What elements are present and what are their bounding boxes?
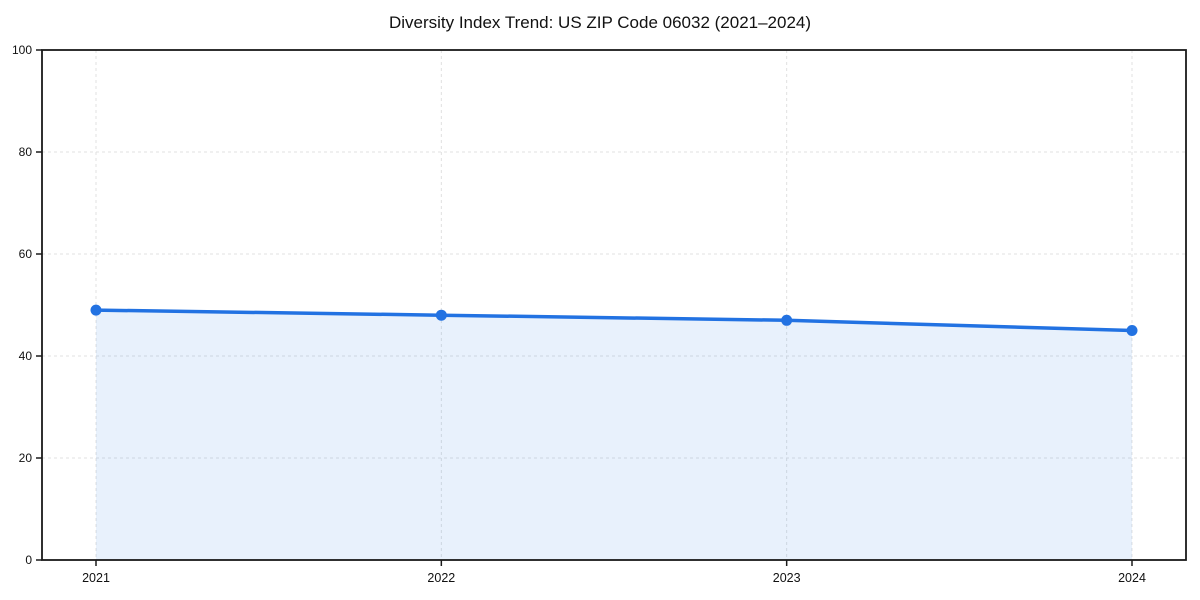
area-fill — [96, 310, 1132, 560]
y-tick-label: 60 — [19, 247, 33, 261]
data-point — [435, 309, 447, 321]
y-tick-label: 20 — [19, 451, 33, 465]
x-tick-label: 2021 — [82, 571, 110, 585]
y-tick-label: 80 — [19, 145, 33, 159]
x-tick-label: 2024 — [1118, 571, 1146, 585]
chart-title: Diversity Index Trend: US ZIP Code 06032… — [388, 13, 812, 32]
data-point — [1126, 325, 1138, 336]
data-point — [90, 304, 102, 316]
y-tick-label: 100 — [12, 43, 32, 57]
x-tick-label: 2023 — [773, 571, 801, 585]
x-tick-label: 2022 — [427, 571, 455, 585]
data-line — [94, 308, 1134, 333]
data-point — [781, 314, 793, 326]
plot-border — [41, 49, 1187, 561]
y-tick-label: 0 — [25, 553, 32, 567]
y-tick-label: 40 — [19, 349, 33, 363]
